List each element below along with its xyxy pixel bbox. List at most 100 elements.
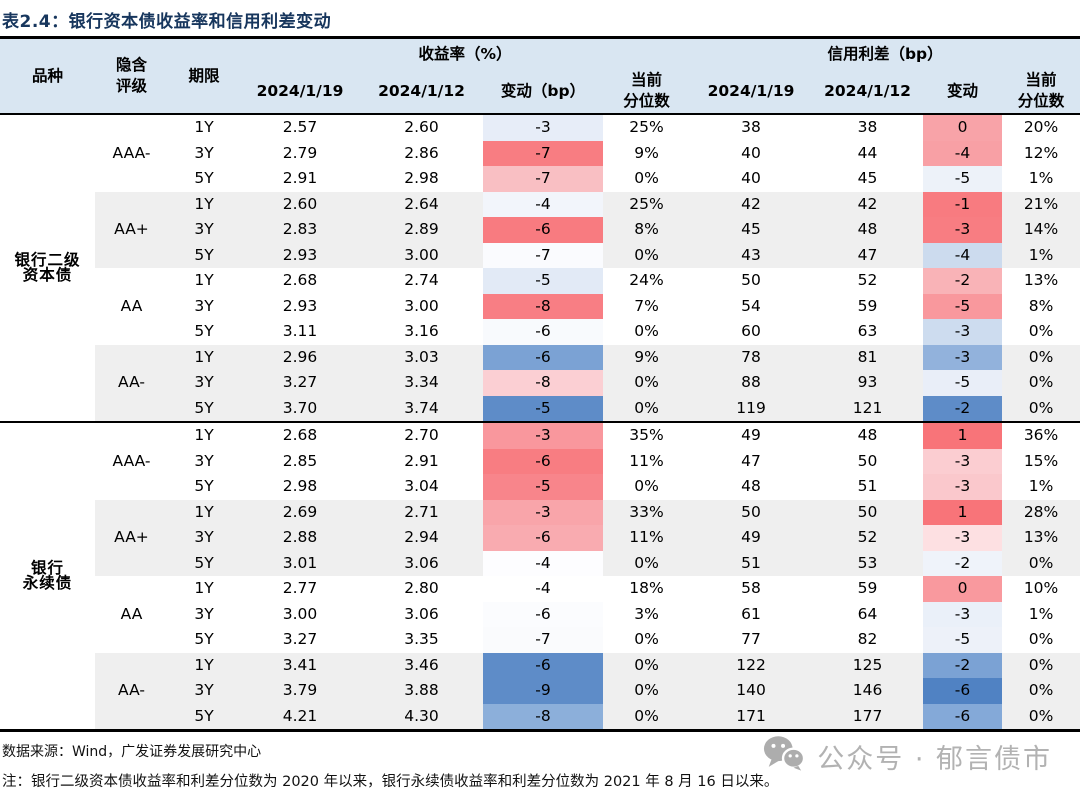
spread-prev-cell: 53: [812, 550, 924, 576]
header-cols-row: 2024/1/19 2024/1/12 变动（bp） 当前 分位数 2024/1…: [0, 69, 1080, 115]
term-cell: 5Y: [168, 395, 240, 422]
yield-change-cell: -7: [483, 242, 603, 268]
group-header-yield: 收益率（%）: [240, 37, 691, 69]
spread-percentile-cell: 0%: [1028, 630, 1054, 648]
spread-change-cell: -6: [923, 703, 1003, 731]
yield-current-cell: 3.11: [282, 322, 318, 340]
spread-percentile-cell: 20%: [1023, 118, 1059, 136]
table-row: 3Y 2.79 2.86 -7 9% 40 44 -4 12%: [0, 140, 1080, 166]
term-cell: 5Y: [168, 703, 240, 731]
term-cell: 1Y: [168, 652, 240, 678]
variety-cell: 银行 永续债: [0, 421, 95, 731]
spread-current-cell: 60: [741, 322, 761, 340]
term-cell: 3Y: [194, 143, 214, 162]
spread-prev-cell: 48: [812, 217, 924, 243]
term-cell: 5Y: [194, 630, 214, 648]
yield-change-cell: -9: [483, 678, 603, 704]
spread-current-cell: 88: [690, 370, 813, 396]
spread-prev-cell: 93: [812, 370, 924, 396]
spread-percentile-cell: 13%: [1023, 271, 1059, 289]
table-row: 3Y 2.83 2.89 -6 8% 45 48 -3 14%: [0, 217, 1080, 243]
spread-change-cell: -3: [923, 319, 1003, 345]
yield-current-cell: 2.79: [282, 143, 318, 162]
spread-percentile-cell: 1%: [1028, 169, 1054, 187]
bond-table-body: 银行二级 资本债 AAA- 1Y 2.57 2.60 -3 25% 38 38 0 20% 3Y 2.7…: [0, 114, 1080, 731]
spread-current-cell: 40: [741, 143, 761, 162]
spread-percentile-cell: 0%: [1002, 703, 1080, 731]
table-row: 5Y 2.91 2.98 -7 0% 40 45 -5 1%: [0, 166, 1080, 192]
yield-change-cell: -3: [483, 421, 603, 449]
spread-current-cell: 58: [741, 579, 761, 597]
yield-change-cell: -6: [483, 344, 603, 370]
rating-cell: AAA-: [95, 421, 168, 500]
spread-change-cell: -2: [923, 550, 1003, 576]
yield-current-cell: 3.79: [240, 678, 360, 704]
yield-change-cell: -4: [483, 550, 603, 576]
table-row: 3Y 2.85 2.91 -6 11% 47 50 -3 15%: [0, 448, 1080, 474]
term-cell: 3Y: [168, 370, 240, 396]
spread-prev-cell: 81: [812, 344, 924, 370]
yield-percentile-cell: 0%: [634, 630, 659, 648]
spread-prev-cell: 44: [857, 143, 878, 162]
yield-current-cell: 3.01: [240, 550, 360, 576]
spread-change-cell: -3: [923, 344, 1003, 370]
spread-prev-cell: 121: [812, 395, 924, 422]
spread-percentile-cell: 0%: [1002, 550, 1080, 576]
rating-cell: AA: [120, 604, 143, 623]
spread-percentile-cell: 0%: [1002, 678, 1080, 704]
rating-cell: AA-: [95, 344, 168, 422]
yield-percentile-cell: 0%: [603, 652, 691, 678]
spread-change-cell: -4: [923, 140, 1003, 166]
yield-percentile-cell: 9%: [603, 344, 691, 370]
yield-prev-cell: 2.64: [360, 191, 483, 217]
yield-prev-cell: 3.35: [404, 630, 439, 648]
yield-percentile-cell: 33%: [603, 499, 691, 525]
spread-prev-cell: 125: [812, 652, 924, 678]
term-cell: 1Y: [194, 579, 214, 597]
yield-percentile-cell: 0%: [634, 322, 659, 340]
spread-current-cell: 50: [741, 271, 761, 289]
spread-change-cell: -5: [923, 293, 1003, 319]
col-header-spread-change: 变动: [923, 69, 1003, 115]
spread-percentile-cell: 12%: [1023, 143, 1059, 162]
table-row: 3Y 3.79 3.88 -9 0% 140 146 -6 0%: [0, 678, 1080, 704]
yield-prev-cell: 3.88: [360, 678, 483, 704]
yield-percentile-cell: 7%: [634, 296, 659, 315]
yield-current-cell: 2.93: [282, 296, 318, 315]
spread-change-cell: -2: [923, 652, 1003, 678]
term-cell: 5Y: [168, 550, 240, 576]
table-row: 5Y 4.21 4.30 -8 0% 171 177 -6 0%: [0, 703, 1080, 731]
yield-change-cell: -4: [483, 576, 603, 602]
yield-current-cell: 2.68: [282, 271, 318, 289]
yield-change-cell: -6: [483, 525, 603, 551]
yield-current-cell: 2.68: [240, 421, 360, 449]
yield-change-cell: -6: [483, 319, 603, 345]
yield-current-cell: 2.93: [240, 242, 360, 268]
yield-prev-cell: 2.70: [360, 421, 483, 449]
bond-yield-spread-table: 品种 隐含 评级 期限 收益率（%） 信用利差（bp） 2024/1/19 20…: [0, 36, 1080, 732]
yield-prev-cell: 2.74: [404, 271, 439, 289]
spread-current-cell: 51: [690, 550, 813, 576]
col-header-yield-change: 变动（bp）: [483, 69, 603, 115]
yield-prev-cell: 3.06: [360, 550, 483, 576]
yield-current-cell: 2.57: [282, 118, 318, 136]
spread-change-cell: -3: [923, 525, 1003, 551]
yield-current-cell: 3.70: [240, 395, 360, 422]
term-cell: 3Y: [168, 217, 240, 243]
spread-prev-cell: 45: [857, 169, 878, 187]
spread-current-cell: 49: [690, 525, 813, 551]
yield-percentile-cell: 18%: [629, 579, 664, 597]
table-row: AA- 1Y 3.41 3.46 -6 0% 122 125 -2 0%: [0, 652, 1080, 731]
yield-prev-cell: 2.98: [404, 169, 439, 187]
yield-change-cell: -5: [483, 395, 603, 422]
yield-change-cell: -3: [483, 114, 603, 141]
term-cell: 5Y: [194, 477, 214, 495]
yield-percentile-cell: 25%: [603, 191, 691, 217]
yield-current-cell: 2.85: [282, 451, 318, 470]
spread-prev-cell: 47: [812, 242, 924, 268]
spread-change-cell: -5: [923, 627, 1003, 653]
yield-change-cell: -5: [483, 474, 603, 500]
yield-current-cell: 3.00: [282, 604, 318, 623]
yield-percentile-cell: 0%: [634, 169, 659, 187]
spread-percentile-cell: 1%: [1028, 604, 1054, 623]
